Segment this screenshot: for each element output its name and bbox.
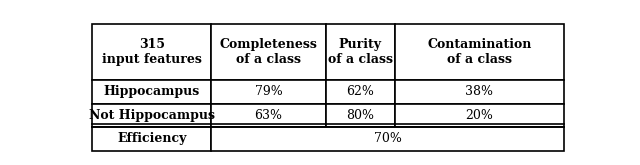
Bar — [92, 24, 211, 80]
Text: Contamination
of a class: Contamination of a class — [427, 38, 531, 66]
Bar — [92, 80, 211, 104]
Bar — [92, 127, 211, 151]
Bar — [326, 104, 395, 127]
Bar — [395, 80, 564, 104]
Bar — [211, 104, 326, 127]
Text: Completeness
of a class: Completeness of a class — [220, 38, 317, 66]
Text: 70%: 70% — [374, 132, 401, 145]
Text: Efficiency: Efficiency — [117, 132, 187, 145]
Text: Not Hippocampus: Not Hippocampus — [89, 109, 215, 122]
Text: 63%: 63% — [255, 109, 282, 122]
Text: 80%: 80% — [346, 109, 374, 122]
Bar — [211, 80, 326, 104]
Text: 315
input features: 315 input features — [102, 38, 202, 66]
Bar — [211, 127, 564, 151]
Text: Purity
of a class: Purity of a class — [328, 38, 393, 66]
Bar — [395, 24, 564, 80]
Text: Hippocampus: Hippocampus — [104, 85, 200, 98]
Text: 38%: 38% — [465, 85, 493, 98]
Bar — [326, 80, 395, 104]
Bar — [92, 104, 211, 127]
Bar — [395, 104, 564, 127]
Text: 20%: 20% — [465, 109, 493, 122]
Bar — [326, 24, 395, 80]
Text: 62%: 62% — [346, 85, 374, 98]
Text: 79%: 79% — [255, 85, 282, 98]
Bar — [211, 24, 326, 80]
